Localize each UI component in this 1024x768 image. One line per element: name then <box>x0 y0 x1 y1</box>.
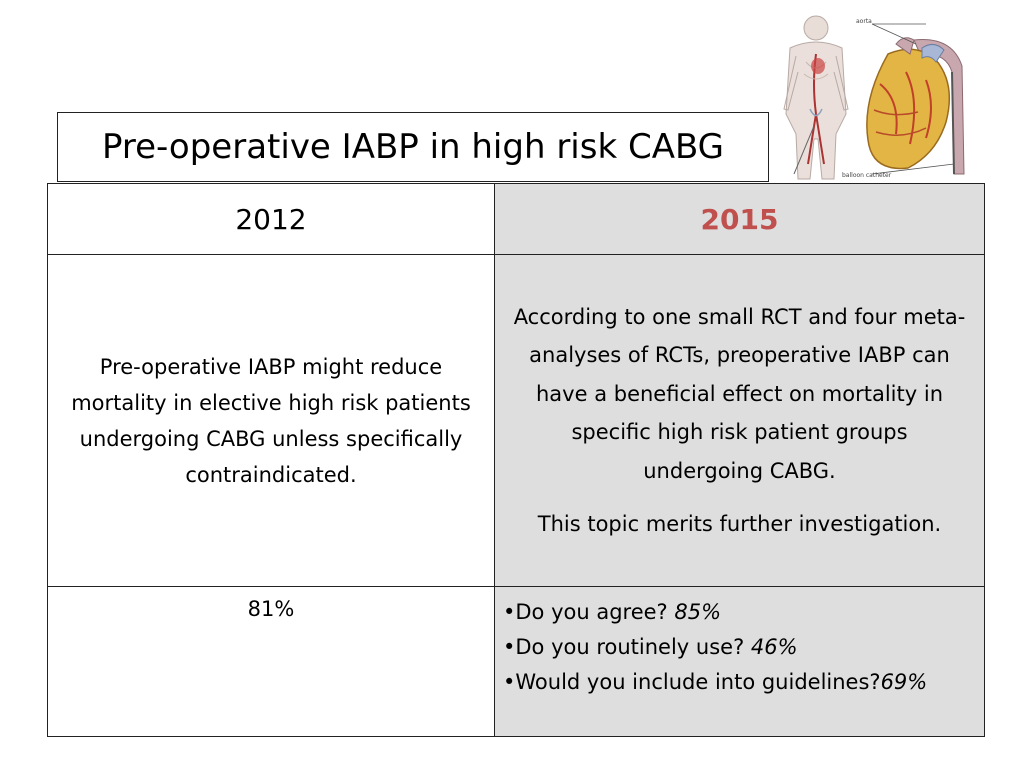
slide-title: Pre-operative IABP in high risk CABG <box>57 112 769 182</box>
recommendation-2015-cell: According to one small RCT and four meta… <box>494 254 985 587</box>
comparison-table: 2012 2015 Pre-operative IABP might reduc… <box>47 183 985 737</box>
further-investigation-note: This topic merits further investigation. <box>537 512 942 536</box>
label-lines <box>871 23 955 175</box>
recommendation-row: Pre-operative IABP might reduce mortalit… <box>47 254 985 587</box>
recommendation-2015: According to one small RCT and four meta… <box>513 304 966 483</box>
survey-item-guidelines: •Would you include into guidelines?69% <box>503 670 928 694</box>
heart-illustration <box>866 37 965 175</box>
torso-figure <box>783 15 849 180</box>
survey-item-routine-use: •Do you routinely use? 46% <box>503 635 798 659</box>
aorta-label: aorta <box>856 18 872 25</box>
balloon-catheter-label: balloon catheter <box>842 172 892 179</box>
survey-2015-cell: •Do you agree? 85% •Do you routinely use… <box>494 586 985 737</box>
header-2015: 2015 <box>494 183 985 255</box>
agreement-2012: 81% <box>47 586 495 737</box>
recommendation-2012: Pre-operative IABP might reduce mortalit… <box>47 254 495 587</box>
header-row: 2012 2015 <box>47 183 985 255</box>
survey-item-agree: •Do you agree? 85% <box>503 600 722 624</box>
heart-aorta-balloon-catheter-diagram: aorta balloon catheter <box>783 15 965 180</box>
header-2012: 2012 <box>47 183 495 255</box>
agreement-row: 81% •Do you agree? 85% •Do you routinely… <box>47 586 985 737</box>
